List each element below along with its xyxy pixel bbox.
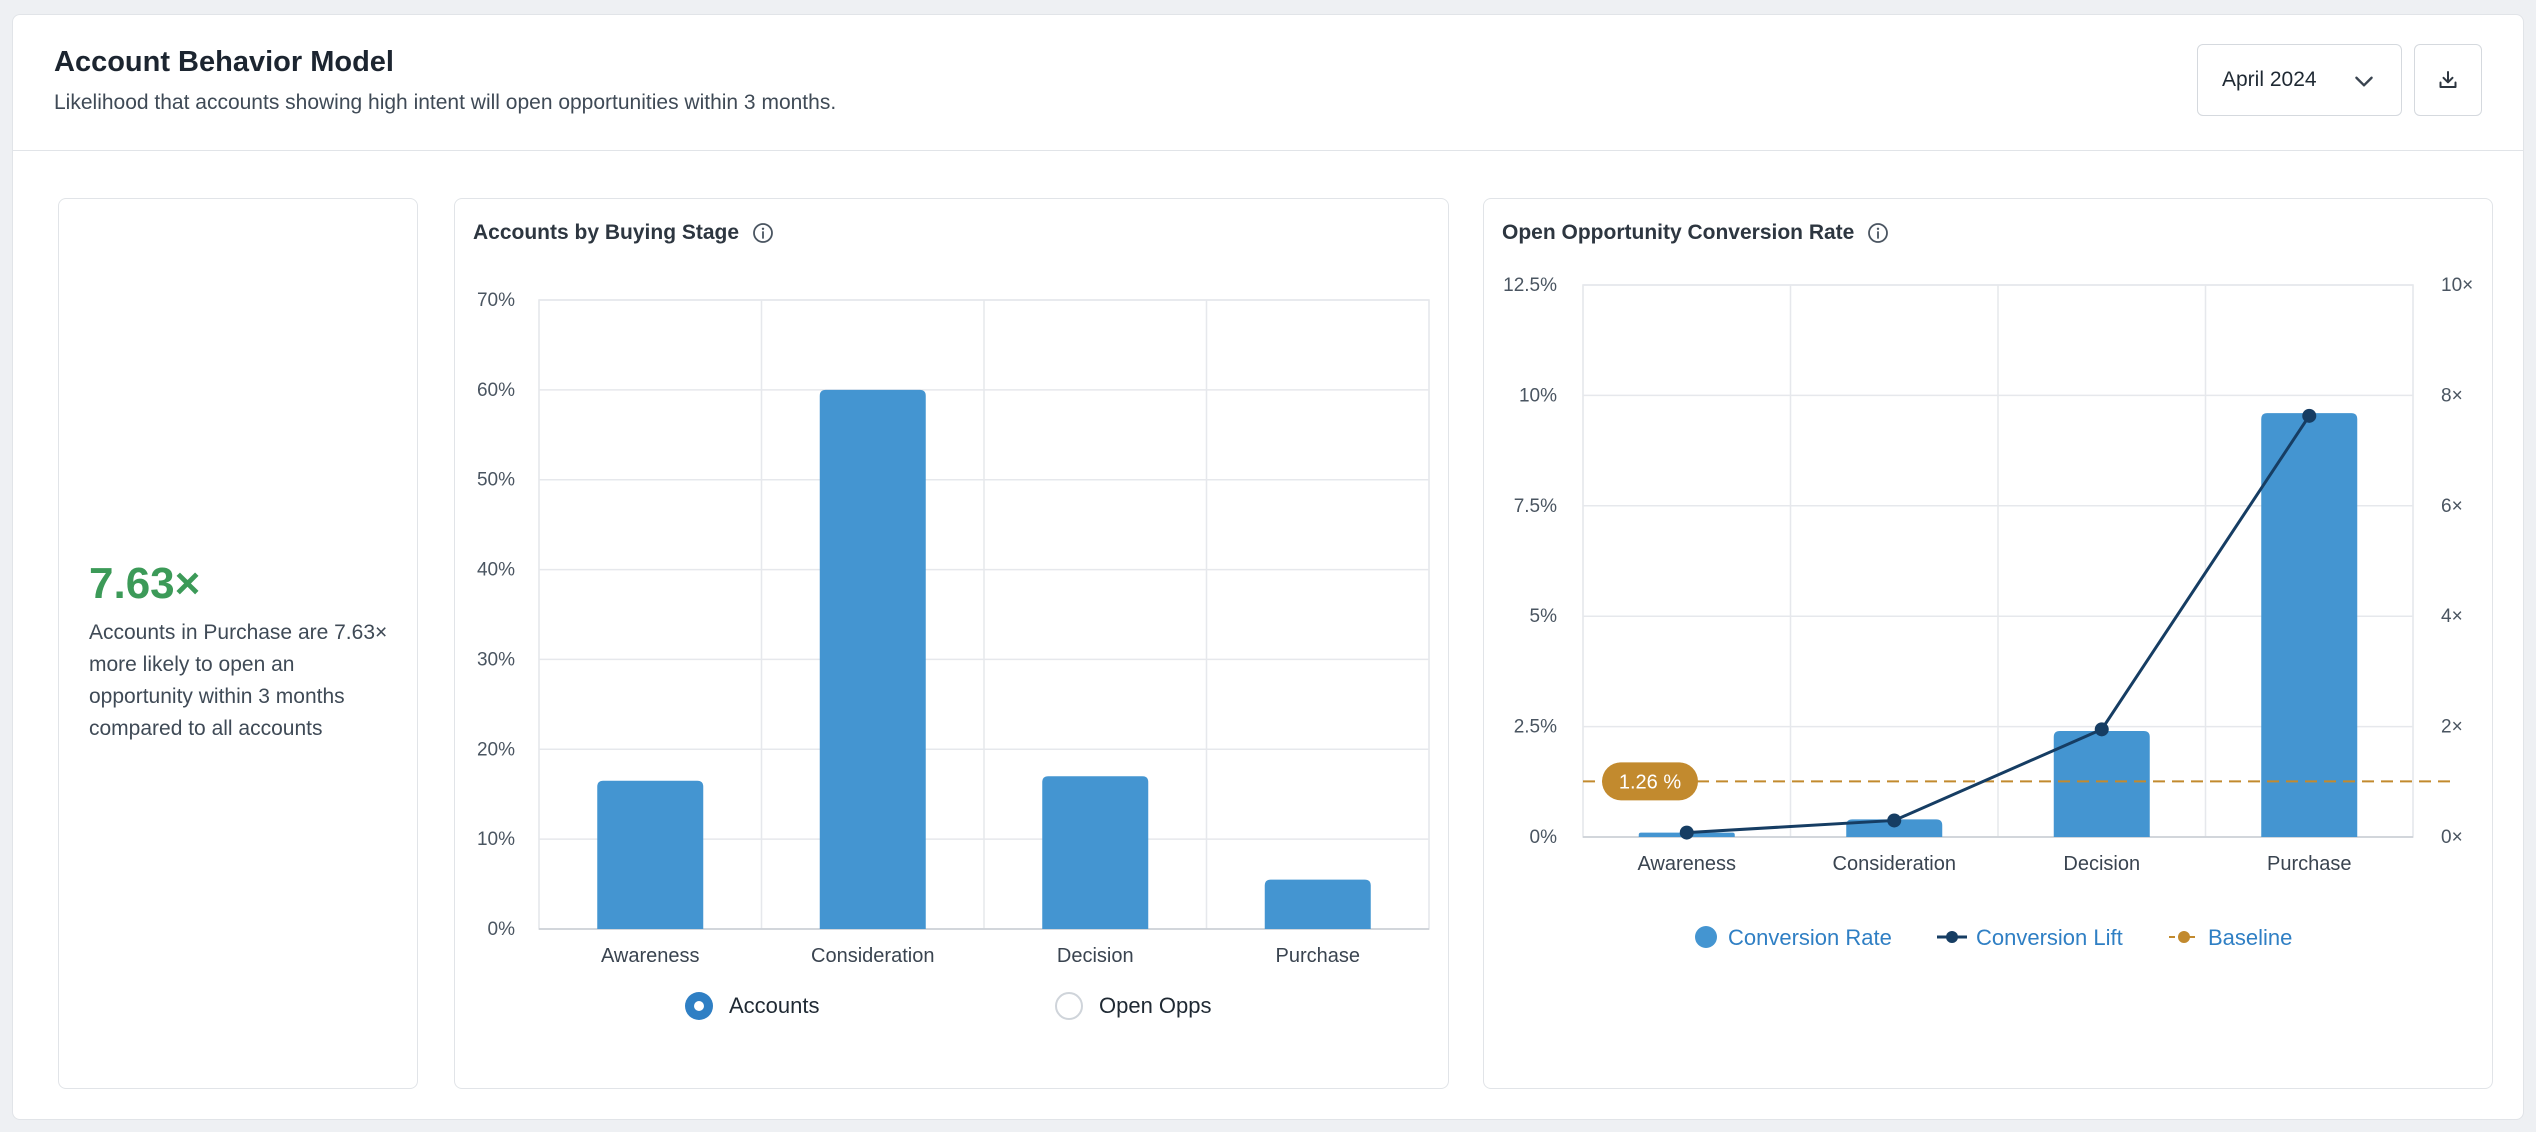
conversion-lift-point[interactable]: [1887, 813, 1902, 828]
x-tick-label: Awareness: [1637, 853, 1736, 875]
x-tick-label: Purchase: [1276, 945, 1361, 967]
y2-tick-label: 6×: [2441, 496, 2463, 517]
y-tick-label: 40%: [477, 560, 515, 581]
baseline-badge: [1602, 762, 1698, 801]
legend-conversion-lift[interactable]: Conversion Lift: [1976, 925, 2123, 950]
x-tick-label: Decision: [2063, 853, 2140, 875]
y-tick-label: 60%: [477, 380, 515, 401]
x-tick-label: Awareness: [601, 945, 700, 967]
radio-label[interactable]: Open Opps: [1099, 993, 1212, 1018]
conversion-panel: Open Opportunity Conversion Rate 0% 2.5% 5…: [1483, 198, 2493, 1089]
bar[interactable]: [1264, 879, 1371, 929]
x-tick-label: Decision: [1057, 945, 1134, 967]
y2-tick-label: 2×: [2441, 717, 2463, 738]
y-tick-label: 12.5%: [1503, 275, 1557, 296]
bar[interactable]: [597, 780, 704, 929]
account-behavior-card: Account Behavior Model Likelihood that a…: [12, 14, 2524, 1120]
y-tick-label: 30%: [477, 649, 515, 670]
x-tick-label: Purchase: [2267, 853, 2352, 875]
page-subtitle: Likelihood that accounts showing high in…: [54, 91, 837, 114]
card-header: Account Behavior Model Likelihood that a…: [13, 15, 2523, 151]
y-tick-label: 0%: [1530, 827, 1558, 848]
x-tick-label: Consideration: [1833, 853, 1956, 875]
y-tick-label: 2.5%: [1514, 717, 1557, 738]
info-icon[interactable]: [1866, 221, 1890, 245]
conversion-lift-point[interactable]: [2094, 722, 2109, 737]
y2-tick-label: 4×: [2441, 606, 2463, 627]
y2-tick-label: 0×: [2441, 827, 2463, 848]
legend-conversion-rate-swatch: [1695, 926, 1717, 948]
bar[interactable]: [819, 389, 926, 929]
buying-stage-chart: 0% 10% 20% 30% 40% 50% 60% 70% Awareness Consider…: [477, 290, 1430, 1020]
download-icon: [2439, 71, 2457, 88]
y2-tick-label: 10×: [2441, 275, 2473, 296]
y-tick-label: 10%: [1519, 385, 1557, 406]
radio-label[interactable]: Accounts: [729, 993, 820, 1018]
download-button[interactable]: [2414, 44, 2482, 116]
conversion-lift-point[interactable]: [2302, 408, 2317, 423]
y-tick-label: 7.5%: [1514, 496, 1557, 517]
buying-stage-panel: Accounts by Buying Stage 0% 10% 20% 30% 40% 5…: [454, 198, 1449, 1089]
conversion-rate-bar[interactable]: [2261, 413, 2358, 837]
x-tick-label: Consideration: [811, 945, 934, 967]
info-icon[interactable]: [751, 221, 775, 245]
stat-panel: 7.63× Accounts in Purchase are 7.63× mor…: [58, 198, 418, 1089]
month-select-value: April 2024: [2222, 68, 2317, 91]
y-tick-label: 20%: [477, 739, 515, 760]
chevron-down-icon: [2355, 76, 2373, 87]
page-title: Account Behavior Model: [54, 46, 394, 78]
y-tick-label: 50%: [477, 470, 515, 491]
y-tick-label: 0%: [488, 919, 516, 940]
conversion-chart: 0% 2.5% 5% 7.5% 10% 12.5% 0× 2× 4× 6× 8× 10× Awarene…: [1503, 275, 2473, 950]
conversion-title: Open Opportunity Conversion Rate: [1502, 221, 1855, 244]
radio-dot: [694, 1001, 704, 1011]
y-tick-label: 70%: [477, 290, 515, 311]
lift-description: Accounts in Purchase are 7.63× more like…: [89, 621, 388, 740]
buying-stage-title-row: Accounts by Buying Stage: [473, 221, 775, 245]
legend-baseline[interactable]: Baseline: [2208, 925, 2292, 950]
y-tick-label: 10%: [477, 829, 515, 850]
y2-tick-label: 8×: [2441, 385, 2463, 406]
lift-value: 7.63×: [89, 559, 201, 608]
conversion-lift-line: [1686, 414, 2311, 835]
month-select[interactable]: April 2024: [2197, 44, 2402, 116]
baseline-label: 1.26 %: [1619, 771, 1681, 793]
conversion-rate-bar[interactable]: [2053, 731, 2150, 837]
bar[interactable]: [1042, 776, 1149, 929]
conversion-title-row: Open Opportunity Conversion Rate: [1502, 221, 1890, 245]
conversion-rate-bar[interactable]: [1846, 819, 1943, 837]
legend-conversion-lift-swatch-dot: [1946, 931, 1958, 943]
y-tick-label: 5%: [1530, 606, 1558, 627]
legend-baseline-swatch-dot: [2178, 931, 2190, 943]
conversion-lift-point[interactable]: [1679, 825, 1694, 840]
legend-conversion-rate[interactable]: Conversion Rate: [1728, 925, 1892, 950]
buying-stage-title: Accounts by Buying Stage: [473, 221, 740, 244]
radio-open-opps[interactable]: [1055, 992, 1083, 1020]
